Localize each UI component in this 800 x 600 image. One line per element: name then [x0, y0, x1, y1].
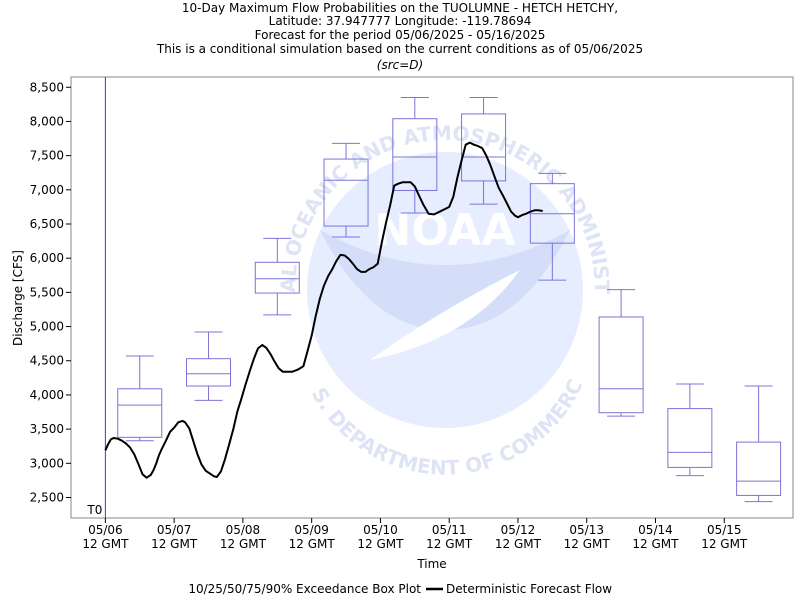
- legend: 10/25/50/75/90% Exceedance Box Plot Dete…: [188, 582, 612, 596]
- box-body: [598, 316, 644, 414]
- chart-title-block: 10-Day Maximum Flow Probabilities on the…: [156, 1, 643, 72]
- y-tick-label: 2,500: [30, 490, 64, 504]
- box-plot-05-09: [323, 142, 369, 238]
- y-tick-label: 3,000: [30, 456, 64, 470]
- box-plot-05-13: [598, 289, 644, 417]
- noaa-watermark-gull: [320, 230, 570, 330]
- chart-title-line-4: This is a conditional simulation based o…: [156, 42, 643, 56]
- x-tick-date-label: 05/10: [363, 523, 398, 537]
- legend-line-label: Deterministic Forecast Flow: [446, 582, 612, 596]
- deterministic-forecast-flow: [104, 141, 543, 479]
- box-body: [736, 441, 782, 496]
- y-axis: 2,500 3,000 3,500 4,000 4,500 5,000 5,500 6,000…: [30, 80, 71, 504]
- y-tick-label: 6,000: [30, 251, 64, 265]
- x-tick-date-label: 05/12: [501, 523, 536, 537]
- y-tick-label: 7,500: [30, 149, 64, 163]
- x-tick-time-label: 12 GMT: [426, 537, 473, 551]
- box-plot-05-14: [667, 383, 713, 477]
- box-plot-05-15: [736, 385, 782, 503]
- legend-box-label: 10/25/50/75/90% Exceedance Box Plot: [188, 582, 421, 596]
- x-tick-time-label: 12 GMT: [220, 537, 267, 551]
- noaa-watermark-disc: [307, 152, 583, 428]
- box-plot-05-08: [254, 237, 300, 316]
- x-tick-date-label: 05/06: [88, 523, 123, 537]
- y-tick-label: 8,000: [30, 114, 64, 128]
- x-tick-date-label: 05/07: [157, 523, 192, 537]
- x-tick-date-label: 05/13: [569, 523, 604, 537]
- x-tick-date-label: 05/15: [707, 523, 742, 537]
- y-tick-label: 4,500: [30, 354, 64, 368]
- noaa-watermark-wing: [370, 270, 520, 360]
- noaa-watermark-center-text: NOAA: [374, 205, 515, 256]
- y-tick-label: 3,500: [30, 422, 64, 436]
- x-tick-date-label: 05/08: [226, 523, 261, 537]
- x-axis-title: Time: [416, 557, 446, 571]
- y-axis-title: Discharge [CFS]: [11, 250, 25, 346]
- box-body: [254, 261, 300, 294]
- t0-marker: T0: [86, 77, 106, 518]
- x-tick-time-label: 12 GMT: [82, 537, 129, 551]
- x-tick-time-label: 12 GMT: [632, 537, 679, 551]
- x-tick-time-label: 12 GMT: [151, 537, 198, 551]
- x-tick-date-label: 05/11: [432, 523, 467, 537]
- forecast-flow-line: [104, 141, 543, 479]
- box-body: [186, 358, 232, 387]
- box-plot-05-11: [461, 97, 507, 205]
- box-plots: [117, 97, 782, 503]
- y-tick-label: 7,000: [30, 183, 64, 197]
- box-body: [392, 118, 438, 191]
- chart-title-line-3: Forecast for the period 05/06/2025 - 05/…: [255, 28, 546, 42]
- box-plot-05-07: [186, 331, 232, 401]
- y-tick-label: 5,500: [30, 285, 64, 299]
- y-tick-label: 6,500: [30, 217, 64, 231]
- box-body: [323, 158, 369, 227]
- x-tick-time-label: 12 GMT: [564, 537, 611, 551]
- y-tick-label: 8,500: [30, 80, 64, 94]
- box-plot-05-06: [117, 355, 163, 442]
- x-tick-date-label: 05/14: [638, 523, 673, 537]
- chart-source-note: (src=D): [377, 58, 423, 72]
- box-plot-05-12: [529, 172, 575, 281]
- box-plot-05-10: [392, 97, 438, 214]
- chart-title-line-1: 10-Day Maximum Flow Probabilities on the…: [182, 1, 618, 15]
- plot-area: [70, 76, 794, 519]
- y-tick-label: 4,000: [30, 388, 64, 402]
- box-body: [461, 113, 507, 182]
- box-body: [117, 388, 163, 438]
- chart-title-line-2: Latitude: 37.947777 Longitude: -119.7869…: [269, 14, 532, 28]
- t0-label: T0: [86, 503, 102, 517]
- x-tick-time-label: 12 GMT: [701, 537, 748, 551]
- x-tick-time-label: 12 GMT: [495, 537, 542, 551]
- x-tick-time-label: 12 GMT: [357, 537, 404, 551]
- box-body: [667, 408, 713, 468]
- y-tick-label: 5,000: [30, 320, 64, 334]
- x-tick-date-label: 05/09: [294, 523, 329, 537]
- x-tick-time-label: 12 GMT: [289, 537, 336, 551]
